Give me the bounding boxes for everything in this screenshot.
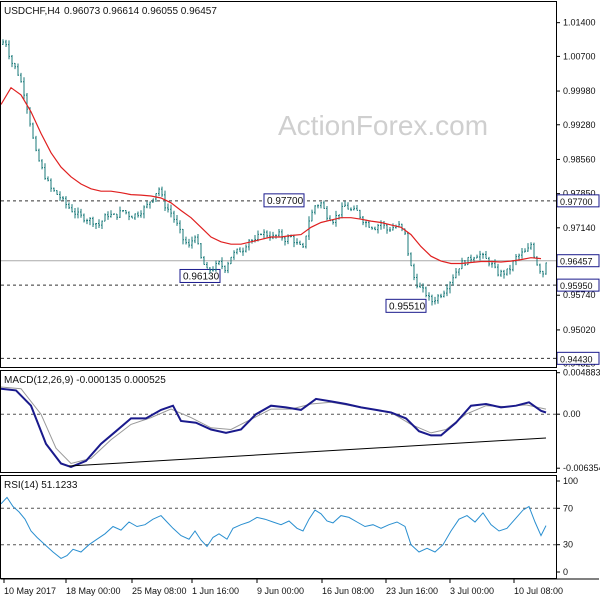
- macd-panel-frame: [0, 370, 557, 473]
- macd-tick-label: -0.006354: [563, 463, 600, 473]
- macd-title: MACD(12,26,9) -0.000135 0.000525: [4, 375, 166, 386]
- ohlc-values: 0.96073 0.96614 0.96055 0.96457: [64, 6, 217, 17]
- annotation-box: [385, 298, 427, 313]
- rsi-tick-label: 70: [563, 503, 573, 513]
- price-tick-label: 0.97850: [563, 189, 596, 199]
- time-axis-label: 10 Jul 08:00: [514, 586, 563, 596]
- price-tick-label: 0.99280: [563, 120, 596, 130]
- price-tick-label: 1.00700: [563, 51, 596, 61]
- symbol-label: USDCHF,H4: [4, 6, 61, 17]
- price-tick-label: 0.98560: [563, 154, 596, 164]
- rsi-tick-label: 30: [563, 540, 573, 550]
- annotation-label: 0.96130: [183, 271, 220, 282]
- rsi-line: [0, 496, 547, 559]
- price-tick-label: 0.99980: [563, 86, 596, 96]
- macd-tick-label: 0.00: [563, 409, 581, 419]
- rsi-panel: 100 70 30 0: [0, 476, 578, 577]
- annotation-label: 0.95510: [389, 301, 426, 312]
- time-axis-label: 23 Jun 16:00: [386, 586, 438, 596]
- price-panel: 1.01400 1.00700 0.99980 0.99280 0.98560 0.978…: [0, 18, 600, 369]
- time-axis-label: 18 May 00:00: [66, 586, 121, 596]
- level-axis-label: 0.95950: [560, 281, 593, 291]
- price-tick-label: 0.95740: [563, 290, 596, 300]
- rsi-tick-label: 0: [563, 567, 568, 577]
- price-tick-label: 1.01400: [563, 18, 596, 28]
- time-axis-label: 1 Jun 16:00: [192, 586, 239, 596]
- time-axis-label: 25 May 08:00: [132, 586, 187, 596]
- time-axis-label: 16 Jun 08:00: [322, 586, 374, 596]
- rsi-title: RSI(14) 51.1233: [4, 480, 78, 491]
- price-tick-label: 0.95020: [563, 325, 596, 335]
- price-panel-frame: [0, 1, 557, 368]
- level-axis-label: 0.94430: [560, 354, 593, 364]
- macd-panel: 0.004883 0.00 -0.006354: [0, 368, 600, 473]
- macd-line: [0, 387, 547, 468]
- macd-tick-label: 0.004883: [563, 368, 600, 378]
- level-marker-label: 0.97700: [267, 196, 304, 207]
- macd-trendline: [68, 437, 547, 467]
- ema-line: [0, 86, 542, 265]
- current-price-label: 0.96457: [560, 257, 593, 267]
- price-tick-label: 0.97140: [563, 223, 596, 233]
- watermark-text: ActionForex.com: [278, 110, 488, 141]
- time-axis-label: 9 Jun 00:00: [257, 586, 304, 596]
- level-axis-label: 0.97700: [560, 197, 593, 207]
- time-axis-label: 3 Jul 00:00: [450, 586, 494, 596]
- time-axis-label: 10 May 2017: [4, 586, 56, 596]
- rsi-tick-label: 100: [563, 476, 578, 486]
- level-marker-box: [263, 193, 305, 208]
